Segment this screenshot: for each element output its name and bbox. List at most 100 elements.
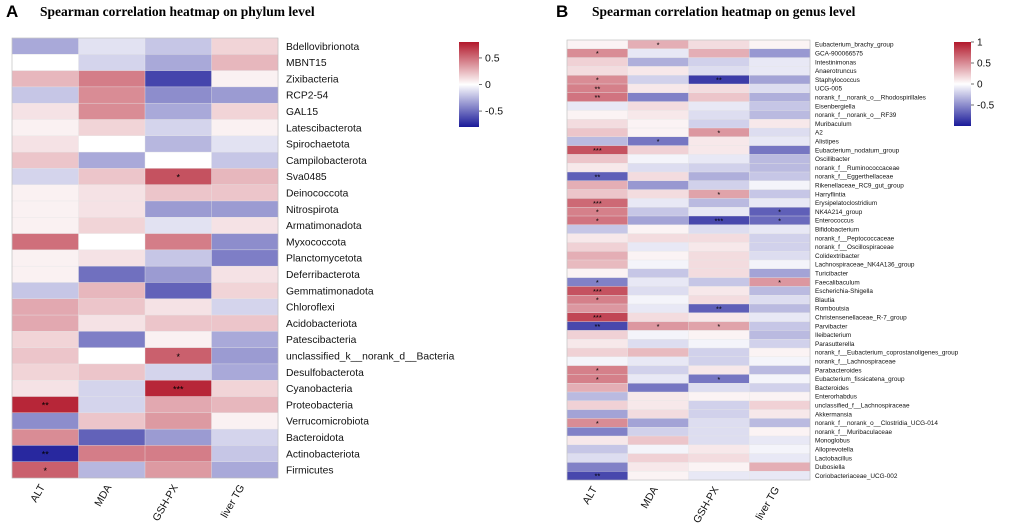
heatmap-cell-ileibacterium-alt — [566, 330, 629, 340]
heatmap-cell-norank-f-peptococcaceae-alt — [566, 233, 629, 243]
row-label: Acidobacteriota — [286, 319, 357, 330]
heatmap-cell-deferribacterota-liver-tg — [211, 265, 279, 283]
heatmap-cell-lachnospiraceae-nk4a136-group-liver-tg — [749, 259, 811, 270]
heatmap-cell-ileibacterium-liver-tg — [749, 330, 811, 340]
row-label: norank_f__Peptococcaceae — [815, 235, 895, 242]
heatmap-cell-gal15-gsh-px — [144, 102, 213, 120]
heatmap-cell-rcp2-54-alt — [11, 86, 80, 104]
heatmap-cell-nitrospirota-liver-tg — [211, 200, 279, 218]
significance-mark: * — [657, 322, 660, 331]
genus-heatmap: *** ****************** ** *** ** ************… — [566, 39, 811, 481]
phylum-colorbar: 0.5 0 -0.5 — [459, 42, 503, 127]
heatmap-cell-rcp2-54-liver-tg — [211, 86, 279, 104]
heatmap-cell-turicibacter-mda — [627, 268, 689, 279]
heatmap-cell-mbnt15-gsh-px — [144, 54, 213, 72]
heatmap-cell-erysipelatoclostridium-gsh-px — [688, 198, 750, 208]
heatmap-cell-blautia-liver-tg — [749, 295, 811, 305]
heatmap-cell-norank-f-oscillospiraceae-alt — [566, 242, 629, 252]
heatmap-cell-mbnt15-mda — [78, 54, 146, 72]
significance-mark: * — [596, 208, 599, 217]
heatmap-cell-lactobacillus-mda — [627, 453, 689, 463]
heatmap-cell-enterorhabdus-liver-tg — [749, 391, 811, 402]
heatmap-cell-cyanobacteria-liver-tg — [211, 380, 279, 398]
heatmap-cell-gal15-liver-tg — [211, 102, 279, 120]
heatmap-cell-gemmatimonadota-alt — [11, 282, 80, 300]
heatmap-cell-lactobacillus-gsh-px — [688, 453, 750, 463]
significance-mark: *** — [593, 199, 602, 208]
significance-mark: ** — [594, 93, 600, 102]
heatmap-cell-monoglobus-mda — [627, 435, 689, 446]
row-label: Bdellovibrionota — [286, 42, 360, 53]
heatmap-cell-norank-f-eubacterium-coprostanoligenes-group-liver-tg — [749, 347, 811, 358]
heatmap-cell-rikenellaceae-rc9-gut-group-alt — [566, 180, 629, 191]
significance-mark: ** — [42, 401, 50, 411]
heatmap-cell-colidextribacter-mda — [627, 250, 689, 261]
heatmap-cell-eubacterium-nodatum-group-mda — [627, 145, 689, 155]
heatmap-cell-anaerotruncus-mda — [627, 66, 689, 76]
heatmap-cell-gca-900066575-mda — [627, 48, 689, 59]
row-label: norank_f__norank_o__RF39 — [815, 112, 897, 119]
heatmap-cell-alloprevotella-liver-tg — [749, 444, 811, 455]
heatmap-cell-alloprevotella-gsh-px — [688, 444, 750, 455]
heatmap-cell-bacteroidota-alt — [11, 428, 80, 446]
heatmap-cell-eubacterium-brachy-group-gsh-px — [688, 39, 750, 50]
genus-colorbar: 1 0.5 0 -0.5 — [954, 38, 995, 126]
heatmap-cell-colidextribacter-alt — [566, 250, 629, 261]
significance-mark: * — [596, 49, 599, 58]
colorbar-gradient — [459, 42, 479, 127]
heatmap-cell-rikenellaceae-rc9-gut-group-liver-tg — [749, 180, 811, 191]
heatmap-cell-patescibacteria-alt — [11, 331, 80, 349]
row-label: Lachnospiraceae_NK4A136_group — [815, 262, 915, 269]
row-label: Chloroflexi — [286, 303, 335, 314]
heatmap-cell-ileibacterium-gsh-px — [688, 330, 750, 340]
heatmap-cell-nitrospirota-gsh-px — [144, 200, 213, 218]
colorbar-gradient — [954, 42, 971, 126]
heatmap-cell-parasutterella-liver-tg — [749, 339, 811, 349]
heatmap-cell-faecalibaculum-mda — [627, 277, 689, 287]
heatmap-cell-proteobacteria-gsh-px — [144, 396, 213, 414]
row-label: Ileibacterium — [815, 332, 851, 339]
heatmap-cell-parasutterella-alt — [566, 339, 629, 349]
heatmap-cell-firmicutes-gsh-px — [144, 461, 213, 479]
heatmap-cell-romboutsia-alt — [566, 303, 629, 314]
heatmap-cell-intestinimonas-liver-tg — [749, 57, 811, 67]
heatmap-cell-chloroflexi-mda — [78, 298, 146, 316]
heatmap-cell-myxococcota-gsh-px — [144, 233, 213, 251]
row-label: Alloprevotella — [815, 447, 854, 454]
row-label: MBNT15 — [286, 58, 327, 69]
heatmap-cell-eubacterium-brachy-group-alt — [566, 39, 629, 50]
row-label: Deinococcota — [286, 189, 349, 200]
heatmap-cell-spirochaetota-mda — [78, 135, 146, 153]
heatmap-cell-desulfobacterota-liver-tg — [211, 363, 279, 381]
row-label: NK4A214_group — [815, 209, 863, 216]
heatmap-cell-chloroflexi-liver-tg — [211, 298, 279, 316]
significance-mark: * — [596, 366, 599, 375]
row-label: Proteobacteria — [286, 400, 353, 411]
heatmap-cell-planctomycetota-gsh-px — [144, 249, 213, 267]
heatmap-cell-coriobacteriaceae-ucg-002-mda — [627, 471, 689, 481]
heatmap-cell-armatimonadota-gsh-px — [144, 217, 213, 235]
heatmap-cell-myxococcota-mda — [78, 233, 146, 251]
heatmap-cell-norank-f-norank-o-rf39-liver-tg — [749, 110, 811, 120]
heatmap-cell-deinococcota-liver-tg — [211, 184, 279, 202]
heatmap-cell-oscillibacter-liver-tg — [749, 154, 811, 164]
row-label: norank_f__Ruminococcaceae — [815, 165, 900, 172]
colorbar-tick-label: 0.5 — [485, 53, 500, 65]
row-label: Patescibacteria — [286, 335, 357, 346]
row-label: Faecalibaculum — [815, 279, 860, 286]
heatmap-cell-harryflintia-alt — [566, 189, 629, 199]
heatmap-cell-deinococcota-gsh-px — [144, 184, 213, 202]
heatmap-cell-gca-900066575-gsh-px — [688, 48, 750, 59]
heatmap-cell-bacteroides-alt — [566, 383, 629, 393]
heatmap-cell-anaerotruncus-liver-tg — [749, 66, 811, 76]
significance-mark: *** — [593, 146, 602, 155]
heatmap-cell-coriobacteriaceae-ucg-002-gsh-px — [688, 471, 750, 481]
heatmap-cell-bdellovibrionota-mda — [78, 37, 146, 55]
heatmap-cell-christensenellaceae-r-7-group-liver-tg — [749, 312, 811, 323]
significance-mark: * — [176, 173, 180, 183]
heatmap-cell-bifidobacterium-liver-tg — [749, 224, 811, 235]
significance-mark: *** — [714, 216, 723, 225]
heatmap-cell-bacteroides-mda — [627, 383, 689, 393]
heatmap-cell-monoglobus-alt — [566, 435, 629, 446]
heatmap-cell-latescibacterota-mda — [78, 119, 146, 137]
